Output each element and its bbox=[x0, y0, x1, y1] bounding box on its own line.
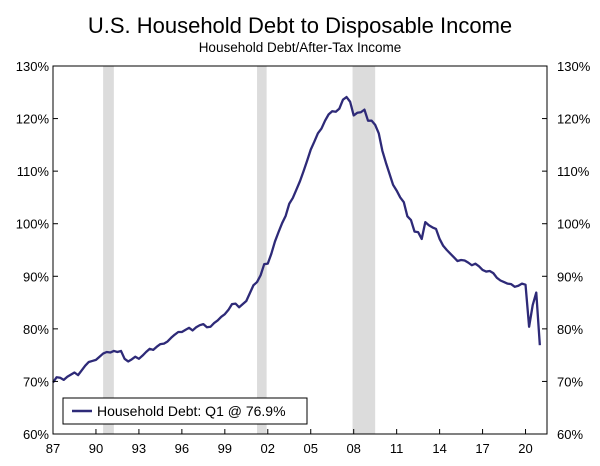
y-tick-label-left: 100% bbox=[16, 217, 50, 232]
x-tick-label: 08 bbox=[346, 441, 360, 456]
y-tick-label-left: 120% bbox=[16, 112, 50, 127]
x-tick-label: 87 bbox=[46, 441, 60, 456]
y-tick-label-right: 70% bbox=[557, 374, 583, 389]
x-tick-label: 05 bbox=[304, 441, 318, 456]
y-tick-label-left: 90% bbox=[23, 269, 49, 284]
y-tick-label-right: 60% bbox=[557, 427, 583, 442]
plot-area-frame bbox=[52, 65, 548, 435]
series-line-layer bbox=[52, 95, 541, 384]
y-tick-label-left: 110% bbox=[17, 164, 50, 179]
y-tick-label-right: 90% bbox=[557, 269, 583, 284]
y-tick-label-right: 80% bbox=[557, 322, 583, 337]
y-tick-label-left: 130% bbox=[16, 59, 50, 74]
y-tick-label-left: 60% bbox=[23, 427, 49, 442]
chart-subtitle: Household Debt/After-Tax Income bbox=[199, 40, 402, 55]
legend-box bbox=[62, 397, 308, 425]
y-tick-label-right: 130% bbox=[557, 59, 591, 74]
y-tick-label-right: 100% bbox=[557, 217, 591, 232]
y-tick-label-right: 120% bbox=[557, 112, 591, 127]
series-line bbox=[52, 95, 541, 384]
x-tick-label: 17 bbox=[475, 441, 489, 456]
x-tick-label: 93 bbox=[132, 441, 146, 456]
y-tick-label-left: 70% bbox=[23, 374, 49, 389]
recession-bands bbox=[103, 66, 376, 434]
x-tick-label: 99 bbox=[218, 441, 232, 456]
legend: Household Debt: Q1 @ 76.9% bbox=[62, 397, 308, 425]
recession-band bbox=[103, 66, 114, 434]
y-tick-label-left: 80% bbox=[23, 322, 49, 337]
x-tick-label: 90 bbox=[89, 441, 103, 456]
chart-title: U.S. Household Debt to Disposable Income bbox=[88, 13, 512, 38]
x-tick-label: 11 bbox=[390, 441, 404, 456]
x-tick-label: 02 bbox=[261, 441, 275, 456]
recession-band bbox=[257, 66, 267, 434]
axis-ticks: 60% 60% 70% 70% 80% 80% 90% 90% 100% 100% 110% 110%… bbox=[16, 59, 591, 456]
recession-band bbox=[352, 66, 376, 434]
x-tick-label: 96 bbox=[175, 441, 189, 456]
x-tick-label: 20 bbox=[518, 441, 532, 456]
x-tick-label: 14 bbox=[432, 441, 446, 456]
y-tick-label-right: 110% bbox=[557, 164, 590, 179]
legend-label: Household Debt: Q1 @ 76.9% bbox=[97, 403, 286, 419]
